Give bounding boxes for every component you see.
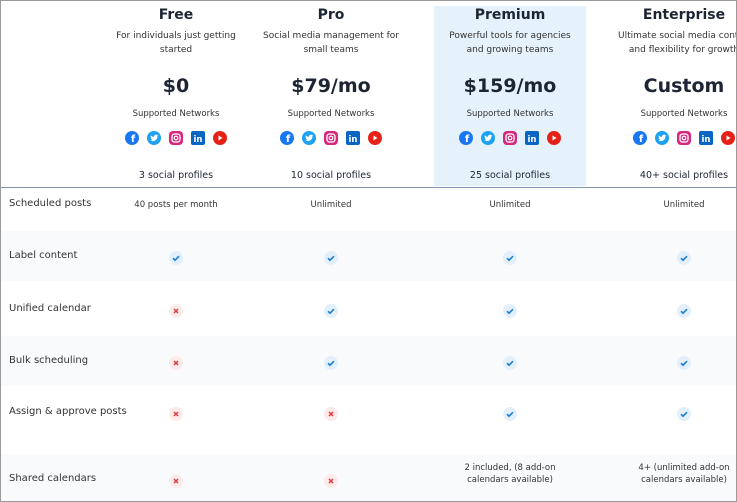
check-icon (503, 355, 517, 370)
plan-profiles: 40+ social profiles (639, 170, 729, 181)
svg-text:in: in (349, 135, 358, 145)
feature-value: Unlimited (663, 200, 705, 210)
network-icon: in (525, 131, 539, 145)
plan-price: $0 (162, 75, 190, 97)
feature-label: Label content (9, 250, 78, 261)
check-icon (503, 406, 517, 421)
check-icon (677, 303, 691, 318)
svg-text:f: f (286, 134, 291, 145)
network-icon (721, 131, 735, 145)
plan-description: Social media management for small teams (263, 31, 399, 55)
feature-label: Shared calendars (9, 473, 97, 484)
network-icon (368, 131, 382, 145)
network-icon (324, 131, 338, 145)
row-band (1, 454, 736, 501)
cross-icon (169, 406, 183, 421)
plan-name: Pro (317, 7, 345, 23)
feature-label: Unified calendar (9, 303, 91, 314)
plan-description: Ultimate social media control and flexib… (618, 31, 737, 55)
svg-text:in: in (528, 135, 537, 145)
cross-icon (169, 303, 183, 318)
network-icons: f in (435, 130, 585, 146)
network-icon: in (346, 131, 360, 145)
feature-value: Unlimited (489, 200, 531, 210)
plan-description: For individuals just getting started (116, 31, 236, 55)
networks-label: Supported Networks (287, 109, 375, 119)
highlight (434, 6, 586, 186)
network-icon: f (280, 131, 294, 145)
plan-name: Free (158, 7, 194, 23)
network-icon: f (633, 131, 647, 145)
plan-profiles: 3 social profiles (138, 170, 214, 181)
network-icon: f (125, 131, 139, 145)
networks-label: Supported Networks (466, 109, 554, 119)
network-icon (547, 131, 561, 145)
network-icon: in (699, 131, 713, 145)
network-icon (147, 131, 161, 145)
cross-icon (324, 406, 338, 421)
network-icon (503, 131, 517, 145)
svg-text:in: in (702, 135, 711, 145)
networks-label: Supported Networks (640, 109, 728, 119)
divider (1, 187, 736, 188)
networks-label: Supported Networks (132, 109, 220, 119)
check-icon (324, 303, 338, 318)
plan-profiles: 25 social profiles (469, 170, 551, 181)
network-icon (481, 131, 495, 145)
svg-text:f: f (465, 134, 470, 145)
check-icon (503, 303, 517, 318)
plan-price: Custom (643, 75, 725, 97)
cross-icon (169, 473, 183, 488)
feature-label: Assign & approve posts (9, 406, 127, 417)
plan-profiles: 10 social profiles (290, 170, 372, 181)
network-icons: f in (609, 130, 736, 146)
svg-text:f: f (639, 134, 644, 145)
check-icon (169, 250, 183, 265)
cross-icon (324, 473, 338, 488)
network-icon (677, 131, 691, 145)
cross-icon (169, 355, 183, 370)
network-icon (655, 131, 669, 145)
network-icons: f in (101, 130, 251, 146)
row-band (1, 336, 736, 386)
check-icon (503, 250, 517, 265)
check-icon (677, 406, 691, 421)
network-icon: in (191, 131, 205, 145)
plan-description: Powerful tools for agencies and growing … (449, 31, 571, 55)
network-icon: f (459, 131, 473, 145)
network-icon (169, 131, 183, 145)
check-icon (677, 355, 691, 370)
row-band (1, 231, 736, 281)
feature-value: 40 posts per month (134, 200, 218, 210)
network-icons: f in (256, 130, 406, 146)
plan-price: $159/mo (463, 75, 557, 97)
feature-value: Unlimited (310, 200, 352, 210)
svg-text:in: in (194, 135, 203, 145)
check-icon (324, 355, 338, 370)
plan-name: Premium (474, 7, 546, 23)
feature-value: 4+ (unlimited add-on calendars available… (638, 463, 730, 485)
plan-price: $79/mo (291, 75, 371, 97)
feature-value: 2 included, (8 add-on calendars availabl… (464, 463, 556, 485)
network-icon (302, 131, 316, 145)
check-icon (677, 250, 691, 265)
check-icon (324, 250, 338, 265)
network-icon (213, 131, 227, 145)
feature-label: Bulk scheduling (9, 355, 89, 366)
svg-text:f: f (131, 134, 136, 145)
feature-label: Scheduled posts (9, 198, 92, 209)
plan-name: Enterprise (642, 7, 726, 23)
